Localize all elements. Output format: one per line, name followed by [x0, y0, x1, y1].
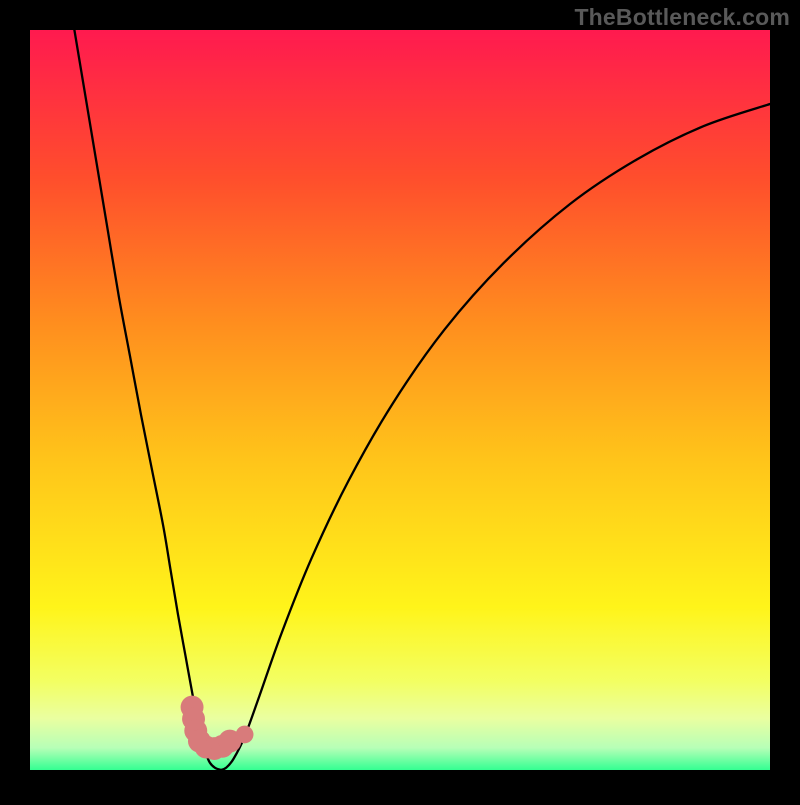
marker-dot-1 — [236, 726, 254, 744]
chart-background — [30, 30, 770, 770]
watermark-label: TheBottleneck.com — [574, 4, 790, 31]
bottleneck-chart — [0, 0, 800, 800]
chart-svg — [0, 0, 800, 800]
